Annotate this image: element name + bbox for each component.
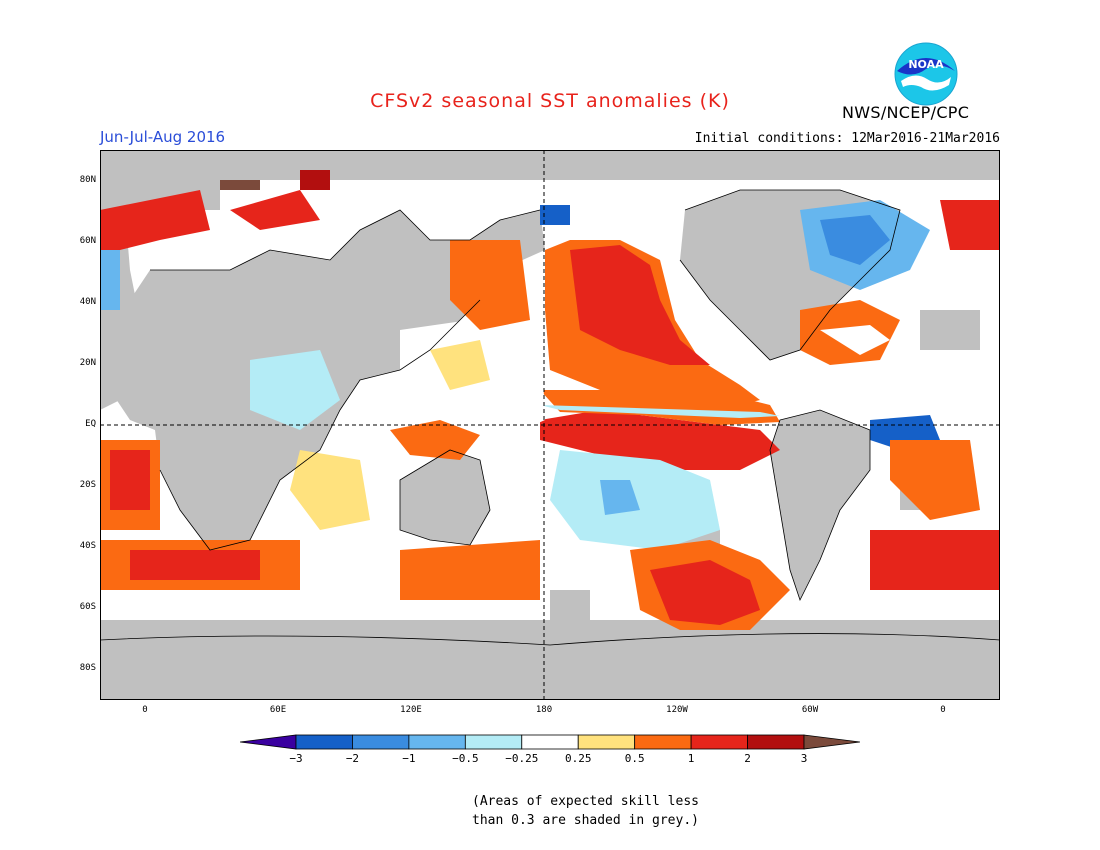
initial-conditions-label: Initial conditions: 12Mar2016-21Mar2016 — [694, 131, 1000, 146]
colorbar-segment — [634, 734, 692, 750]
anomaly-patches — [100, 170, 1000, 630]
colorbar-tick-label: −0.25 — [505, 752, 539, 765]
colorbar-segment — [803, 734, 860, 750]
lon-label: 60E — [269, 705, 287, 715]
svg-text:NOAA: NOAA — [908, 58, 944, 71]
lat-label: 60S — [79, 602, 96, 612]
lon-label: 120E — [400, 705, 422, 715]
lat-label: 80N — [79, 175, 96, 185]
colorbar-tick-label: 0.25 — [564, 752, 592, 765]
noaa-logo: NOAA — [893, 41, 959, 107]
colorbar-segment — [577, 734, 636, 750]
colorbar-segment — [464, 734, 523, 750]
colorbar-segment — [521, 734, 579, 750]
colorbar-segment — [240, 734, 297, 750]
lat-label: 20N — [79, 358, 96, 368]
coastlines — [100, 189, 1000, 646]
lat-label: 80S — [79, 663, 96, 673]
colorbar-segment — [408, 734, 466, 750]
colorbar — [240, 734, 860, 750]
footnote: (Areas of expected skill less than 0.3 a… — [472, 792, 732, 830]
lon-label: 120W — [666, 705, 688, 715]
footnote-line: than 0.3 are shaded in grey.) — [472, 813, 699, 828]
page-title: CFSv2 seasonal SST anomalies (K) — [370, 90, 730, 112]
colorbar-tick-label: −3 — [289, 752, 303, 765]
colorbar-tick-label: 0.5 — [624, 752, 645, 765]
footnote-line: (Areas of expected skill less — [472, 794, 699, 809]
season-label: Jun-Jul-Aug 2016 — [100, 128, 226, 146]
lat-label: 60N — [79, 236, 96, 246]
colorbar-segment — [295, 734, 353, 750]
agency-label: NWS/NCEP/CPC — [842, 103, 970, 122]
colorbar-segment — [690, 734, 748, 750]
sst-anomaly-map — [100, 150, 1000, 700]
lat-label: 20S — [79, 480, 96, 490]
lon-label: 60W — [801, 705, 819, 715]
lat-label: 40S — [79, 541, 96, 551]
colorbar-tick-label: 1 — [687, 752, 695, 765]
colorbar-tick-label: −0.5 — [452, 752, 479, 765]
lon-label: 0 — [142, 705, 148, 715]
colorbar-tick-label: 3 — [800, 752, 808, 765]
colorbar-segment — [747, 734, 805, 750]
colorbar-segment — [352, 734, 410, 750]
colorbar-tick-label: −2 — [345, 752, 360, 765]
lon-label: 0 — [940, 705, 946, 715]
lat-label: EQ — [85, 419, 96, 429]
lon-label: 180 — [535, 705, 553, 715]
lat-label: 40N — [79, 297, 96, 307]
colorbar-tick-label: −1 — [402, 752, 416, 765]
colorbar-tick-label: 2 — [744, 752, 751, 765]
